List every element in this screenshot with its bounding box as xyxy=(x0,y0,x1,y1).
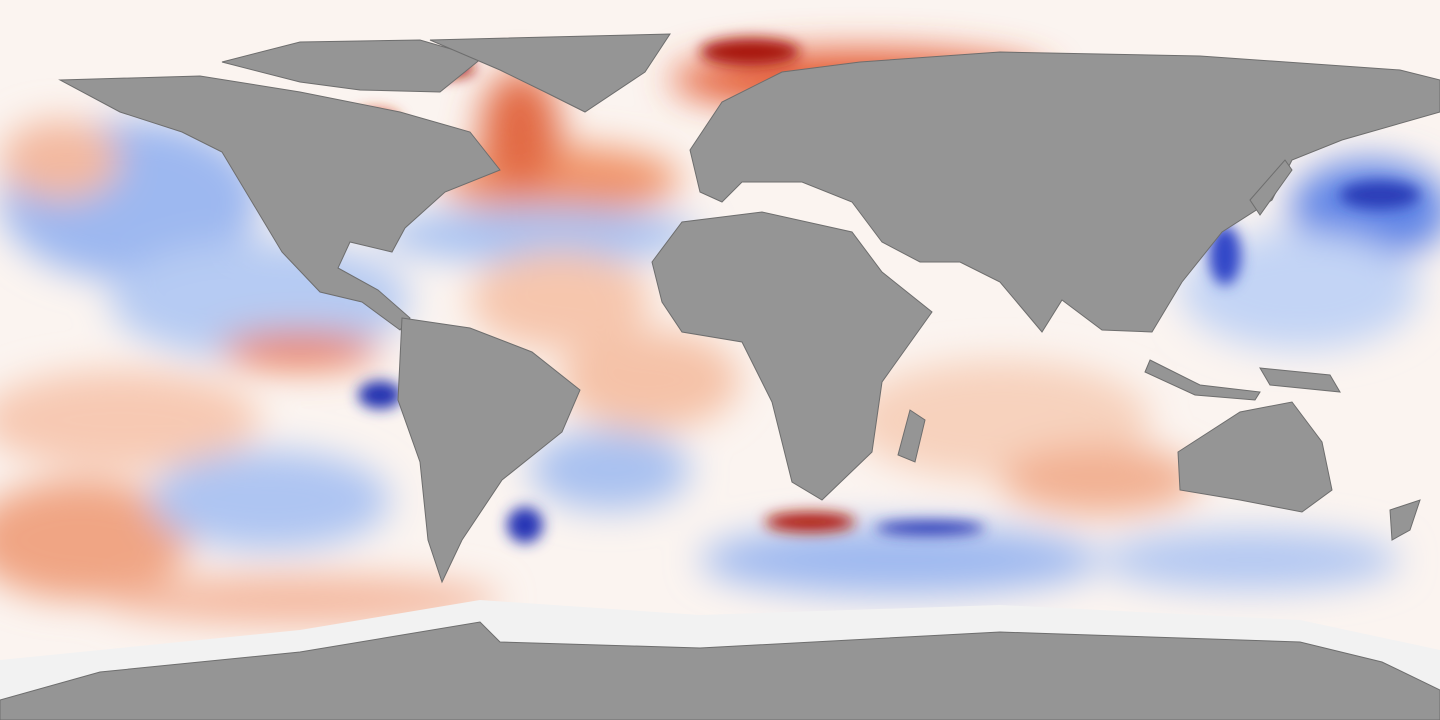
land xyxy=(0,33,1440,720)
antarctica xyxy=(0,621,1440,720)
eurasia xyxy=(689,51,1440,333)
north-america xyxy=(58,75,501,331)
arctic-islands xyxy=(221,39,484,93)
japan xyxy=(1249,159,1293,216)
madagascar xyxy=(897,409,926,463)
africa xyxy=(651,211,933,501)
indonesia xyxy=(1144,359,1261,401)
south-america xyxy=(397,317,581,584)
anomaly-field xyxy=(0,50,1440,625)
new-guinea xyxy=(1259,367,1341,393)
new-zealand xyxy=(1389,499,1421,541)
greenland xyxy=(429,33,671,113)
australia xyxy=(1177,401,1333,513)
